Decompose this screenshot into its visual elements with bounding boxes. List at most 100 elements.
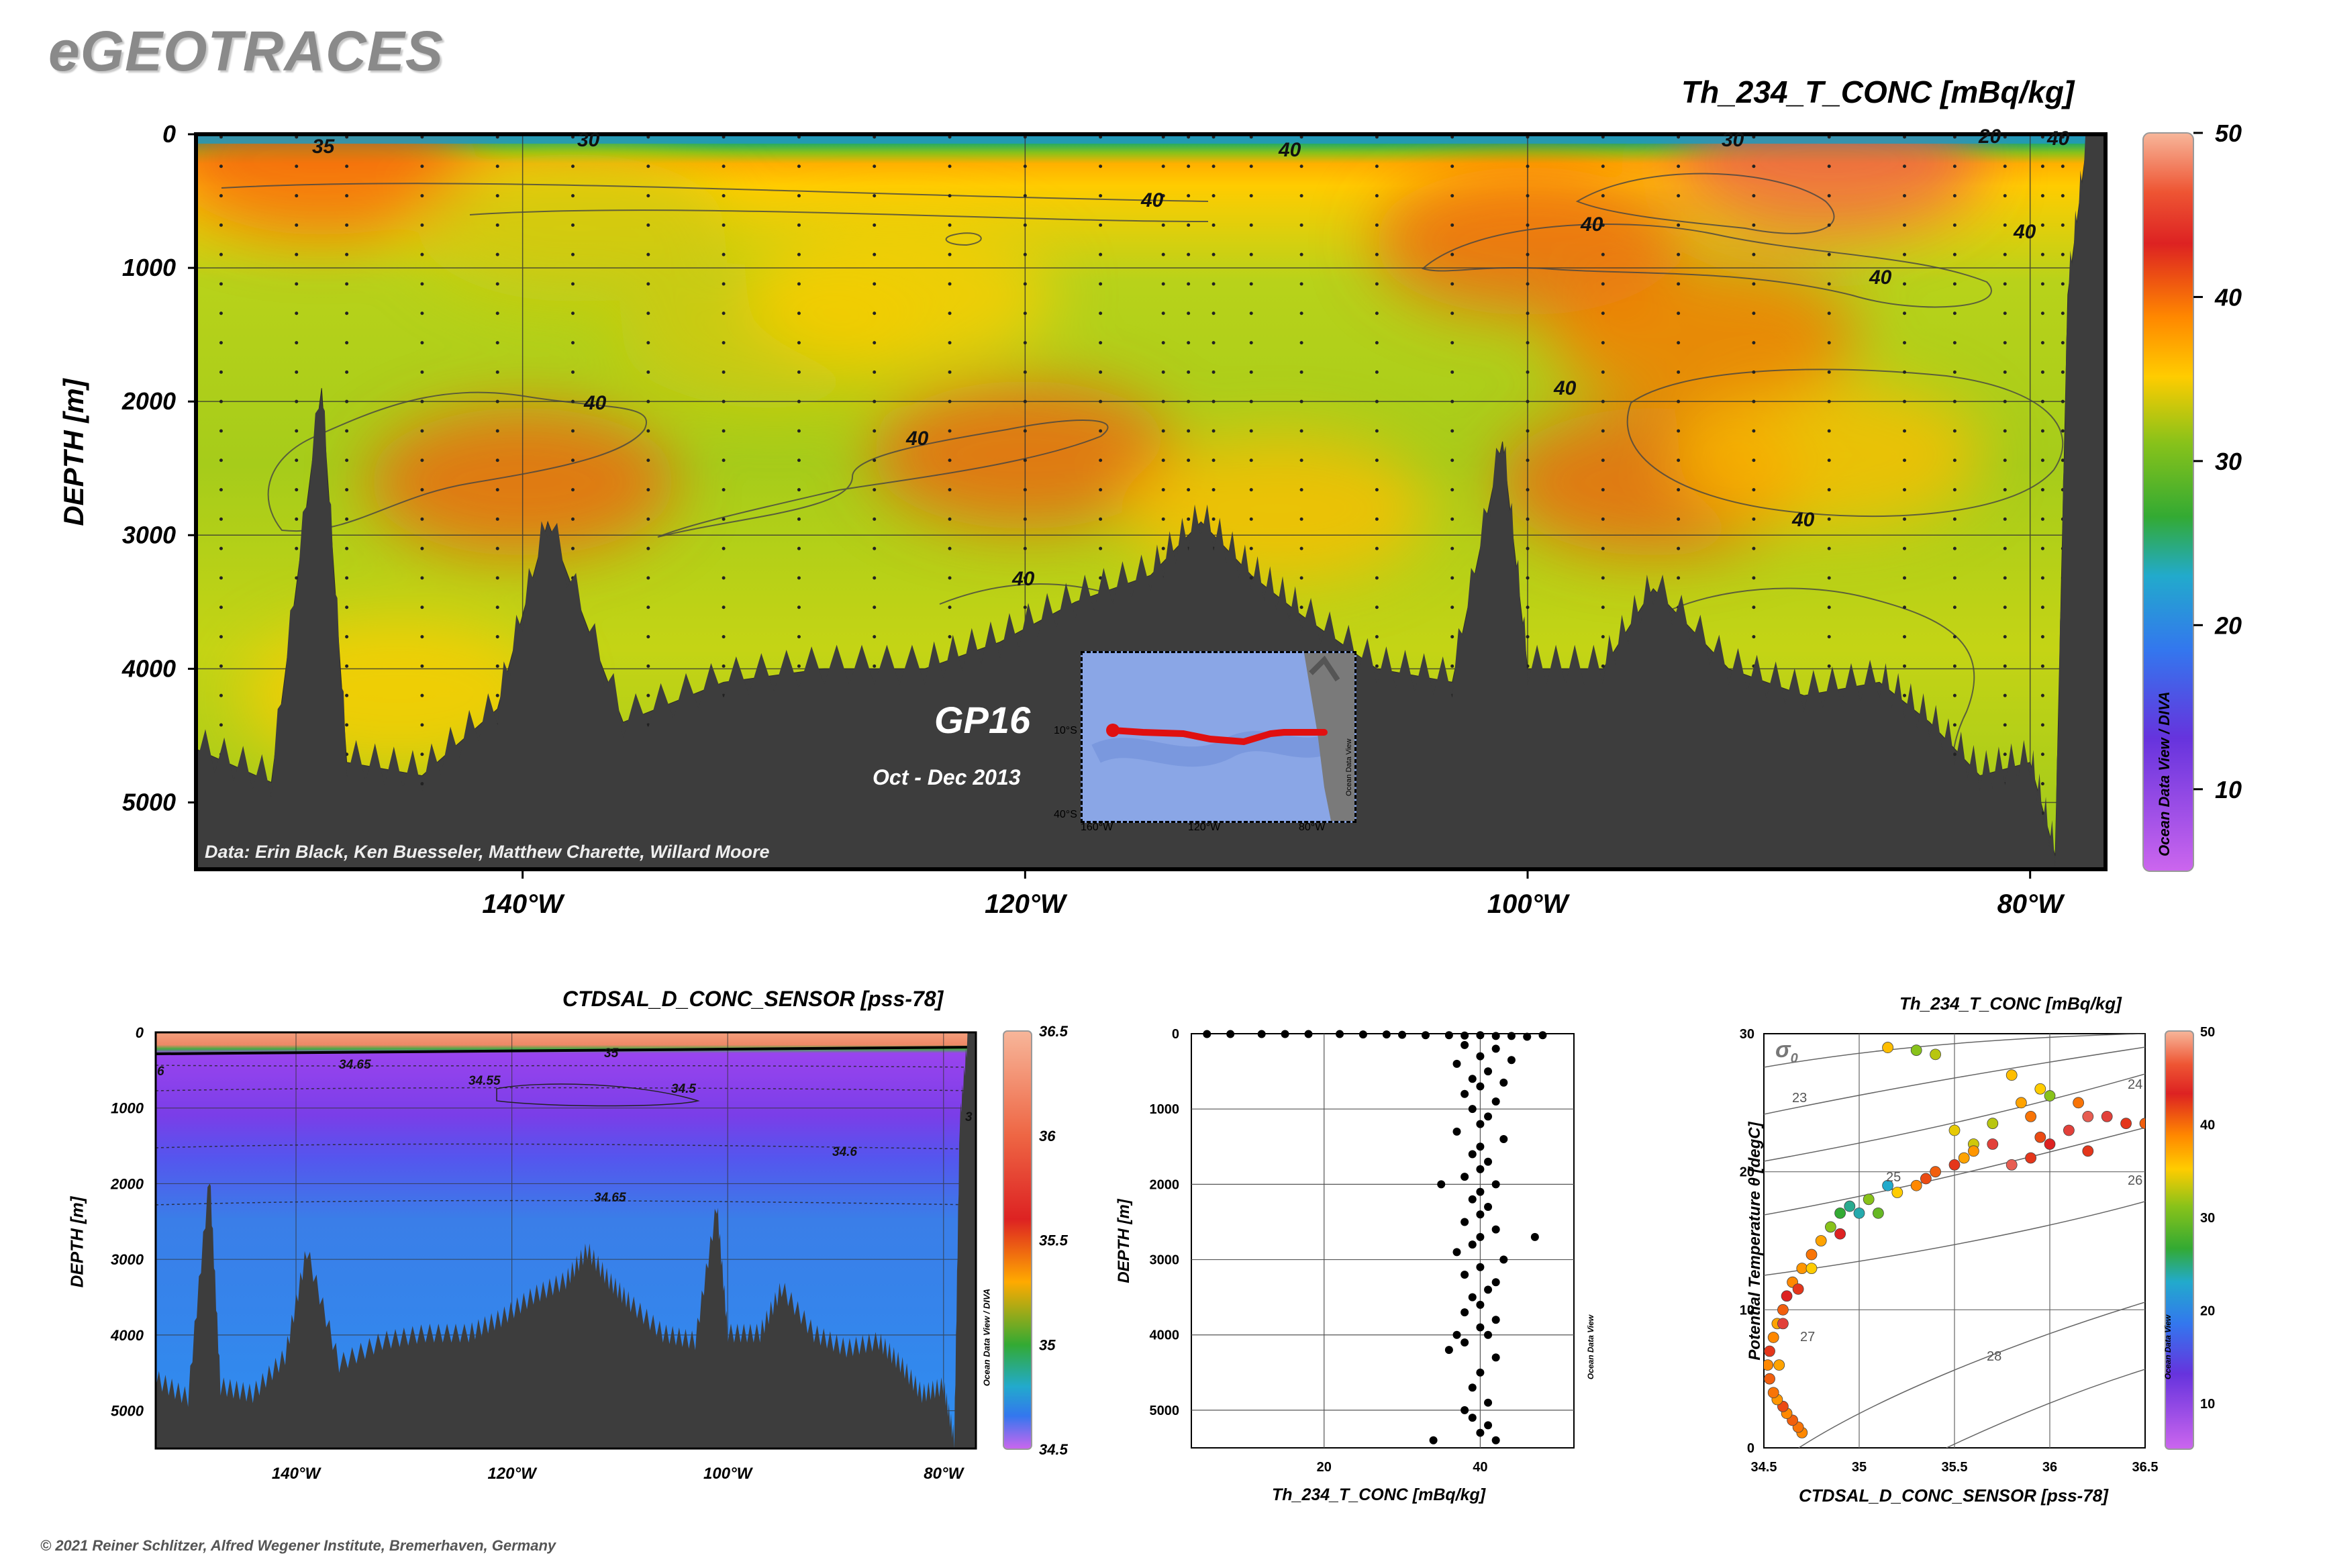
station-sample [345, 399, 349, 403]
station-sample [345, 429, 349, 433]
station-sample [571, 311, 575, 315]
ts-point [1773, 1359, 1785, 1371]
station-sample [1211, 488, 1216, 492]
station-sample [219, 370, 223, 374]
station-sample [1099, 223, 1103, 227]
profile-point [1507, 1056, 1516, 1065]
station-sample [646, 429, 650, 433]
station-sample [948, 576, 952, 580]
station-sample [2040, 282, 2044, 286]
station-sample [295, 223, 299, 227]
station-sample [219, 194, 223, 198]
inset-lat-label: 10°S [1054, 725, 1077, 736]
copyright: © 2021 Reiner Schlitzer, Alfred Wegener … [40, 1537, 556, 1554]
station-sample [1601, 488, 1605, 492]
station-sample [495, 164, 499, 168]
profile-point [1257, 1030, 1266, 1038]
station-sample [646, 576, 650, 580]
station-sample [948, 282, 952, 286]
station-sample [420, 605, 424, 609]
station-sample [646, 693, 650, 697]
profile-point [1460, 1308, 1469, 1317]
station-sample [2003, 223, 2007, 227]
profile-point [1382, 1030, 1391, 1039]
station-sample [1299, 223, 1303, 227]
ts-colorbar-tick: 40 [2200, 1118, 2215, 1132]
station-sample [1752, 517, 1756, 521]
station-sample [2003, 399, 2007, 403]
station-sample [1903, 488, 1907, 492]
station-sample [722, 458, 726, 462]
station-sample [797, 194, 801, 198]
station-sample [722, 399, 726, 403]
station-sample [2040, 782, 2044, 786]
station-sample [1249, 164, 1253, 168]
salinity-x-tick: 120°W [487, 1465, 538, 1483]
profile-point [1484, 1285, 1493, 1294]
station-sample [345, 635, 349, 639]
station-sample [646, 194, 650, 198]
station-sample [420, 546, 424, 550]
brand-logo: eGEOTRACES [48, 19, 444, 83]
station-sample [295, 341, 299, 345]
profile-point [1476, 1210, 1485, 1219]
station-sample [219, 576, 223, 580]
station-sample [2040, 458, 2044, 462]
profile-point [1281, 1030, 1289, 1038]
station-sample [1450, 546, 1454, 550]
station-sample [2061, 311, 2065, 315]
station-sample [571, 223, 575, 227]
station-sample [1099, 370, 1103, 374]
station-sample [1526, 605, 1530, 609]
station-sample [1187, 399, 1191, 403]
station-sample [2040, 164, 2044, 168]
station-sample [1526, 399, 1530, 403]
colorbar-tick-label: 20 [2214, 611, 2242, 639]
station-sample [1375, 311, 1379, 315]
station-sample [1827, 546, 1831, 550]
station-sample [1752, 194, 1756, 198]
station-sample [1450, 488, 1454, 492]
y-tick-label: 2000 [121, 387, 176, 415]
station-sample [1161, 194, 1165, 198]
station-sample [420, 252, 424, 256]
station-sample [2003, 664, 2007, 668]
station-sample [646, 517, 650, 521]
salinity-contour-label: 3 [965, 1110, 973, 1124]
station-sample [1601, 546, 1605, 550]
station-sample [948, 252, 952, 256]
station-sample [1952, 223, 1957, 227]
station-sample [948, 194, 952, 198]
station-sample [1375, 576, 1379, 580]
station-sample [1827, 164, 1831, 168]
inset-map [1081, 651, 1356, 823]
profile-point [1484, 1203, 1493, 1212]
station-sample [571, 370, 575, 374]
station-sample [1752, 429, 1756, 433]
station-sample [1099, 429, 1103, 433]
ts-colorbar-tick: 10 [2200, 1397, 2215, 1412]
ts-point [1767, 1387, 1779, 1399]
station-sample [345, 664, 349, 668]
station-sample [1023, 194, 1027, 198]
station-sample [722, 664, 726, 668]
station-sample [219, 723, 223, 727]
salinity-x-tick: 100°W [703, 1465, 754, 1483]
station-sample [1099, 517, 1103, 521]
station-sample [1161, 517, 1165, 521]
station-sample [495, 252, 499, 256]
station-sample [873, 576, 877, 580]
contour-label: 40 [1791, 509, 1815, 531]
profile-point [1476, 1052, 1485, 1061]
station-sample [2061, 429, 2065, 433]
station-sample [646, 252, 650, 256]
station-sample [2040, 546, 2044, 550]
station-sample [571, 517, 575, 521]
station-sample [797, 223, 801, 227]
station-sample [1450, 223, 1454, 227]
station-sample [873, 194, 877, 198]
station-sample [219, 635, 223, 639]
station-sample [1299, 605, 1303, 609]
inset-lon-label: 80°W [1299, 822, 1326, 833]
station-sample [2040, 311, 2044, 315]
